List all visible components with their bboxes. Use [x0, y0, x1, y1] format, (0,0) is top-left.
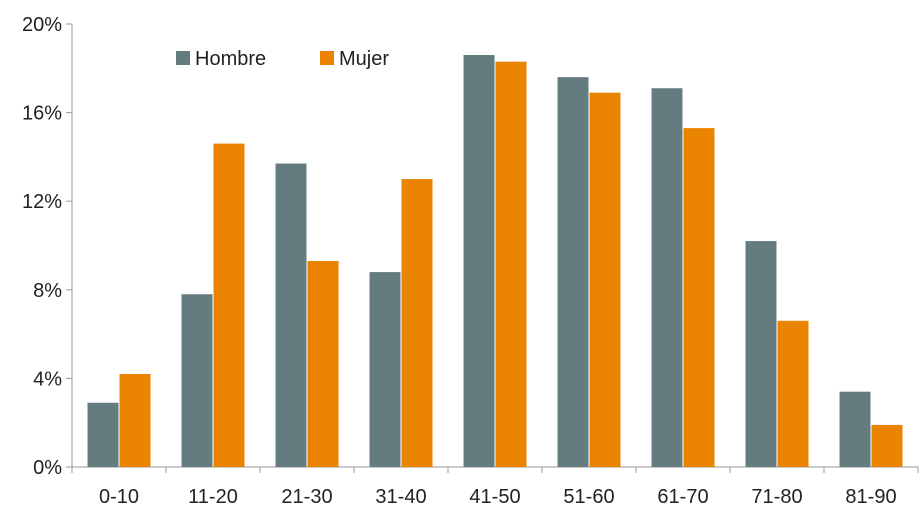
legend-label-mujer: Mujer — [339, 48, 389, 70]
bar-hombre-51-60 — [557, 77, 589, 467]
legend-swatch-mujer — [320, 51, 334, 65]
y-tick-label: 12% — [22, 191, 62, 213]
bar-hombre-61-70 — [651, 88, 683, 468]
bar-hombre-31-40 — [369, 272, 401, 467]
bar-hombre-71-80 — [745, 241, 777, 467]
y-axis: 0% 4% 8% 12% 16% 20% — [22, 14, 73, 479]
x-tick-label: 61-70 — [657, 486, 708, 508]
bar-mujer-71-80 — [777, 320, 809, 467]
bar-mujer-0-10 — [119, 373, 151, 467]
bar-hombre-11-20 — [181, 294, 213, 467]
x-tick-label: 41-50 — [469, 486, 520, 508]
x-tick-label: 0-10 — [99, 486, 139, 508]
y-tick-label: 0% — [33, 457, 62, 479]
bar-mujer-51-60 — [589, 92, 621, 467]
x-tick-label: 11-20 — [188, 486, 238, 508]
bar-mujer-11-20 — [213, 143, 245, 468]
bar-mujer-61-70 — [683, 128, 715, 468]
legend: Hombre Mujer — [176, 48, 389, 70]
x-tick-label: 31-40 — [375, 486, 426, 508]
y-tick-label: 4% — [33, 368, 62, 390]
bars — [87, 55, 903, 468]
y-tick-label: 16% — [22, 103, 62, 125]
x-tick-label: 21-30 — [281, 486, 332, 508]
bar-hombre-0-10 — [87, 402, 119, 467]
legend-swatch-hombre — [176, 51, 190, 65]
x-tick-label: 81-90 — [845, 486, 896, 508]
bar-mujer-81-90 — [871, 424, 903, 467]
bar-hombre-81-90 — [839, 391, 871, 467]
x-axis: 0-10 11-20 21-30 31-40 41-50 51-60 61-70 71-80 8… — [71, 466, 919, 508]
x-tick-label: 71-80 — [751, 486, 802, 508]
bar-hombre-41-50 — [463, 55, 495, 467]
y-tick-label: 8% — [33, 280, 62, 302]
bar-mujer-41-50 — [495, 61, 527, 467]
legend-label-hombre: Hombre — [195, 48, 266, 70]
bar-hombre-21-30 — [275, 163, 307, 468]
bar-mujer-31-40 — [401, 179, 433, 468]
x-tick-label: 51-60 — [563, 486, 614, 508]
bar-mujer-21-30 — [307, 261, 339, 467]
y-tick-label: 20% — [22, 14, 62, 36]
